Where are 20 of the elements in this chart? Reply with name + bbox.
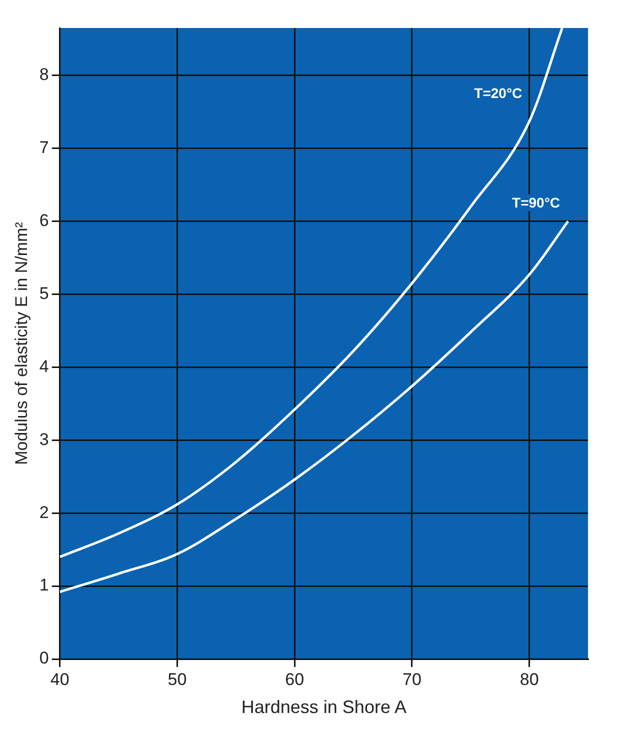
line-series [60,220,570,594]
y-tick-label: 6 [39,211,49,230]
y-tick-label: 1 [39,576,49,595]
y-tick-label: 5 [39,284,49,303]
x-tick-label: 60 [285,670,304,689]
line-series [60,28,564,558]
series-label: T=20°C [474,85,522,101]
y-tick-label: 8 [39,65,49,84]
x-tick-label: 70 [402,670,422,689]
y-tick-label: 2 [39,502,49,522]
x-tick-label: 50 [168,670,187,689]
y-axis-title: Modulus of elasticity E in N/mm² [12,222,31,465]
series-label: T=90°C [512,194,560,210]
x-axis-title: Hardness in Shore A [241,697,406,718]
x-tick-label: 80 [520,670,539,689]
x-tick-label: 40 [50,670,70,689]
y-tick-label: 4 [39,356,49,376]
y-tick-label: 7 [39,138,49,158]
y-tick-label: 0 [39,648,49,668]
y-tick-label: 3 [39,430,49,449]
